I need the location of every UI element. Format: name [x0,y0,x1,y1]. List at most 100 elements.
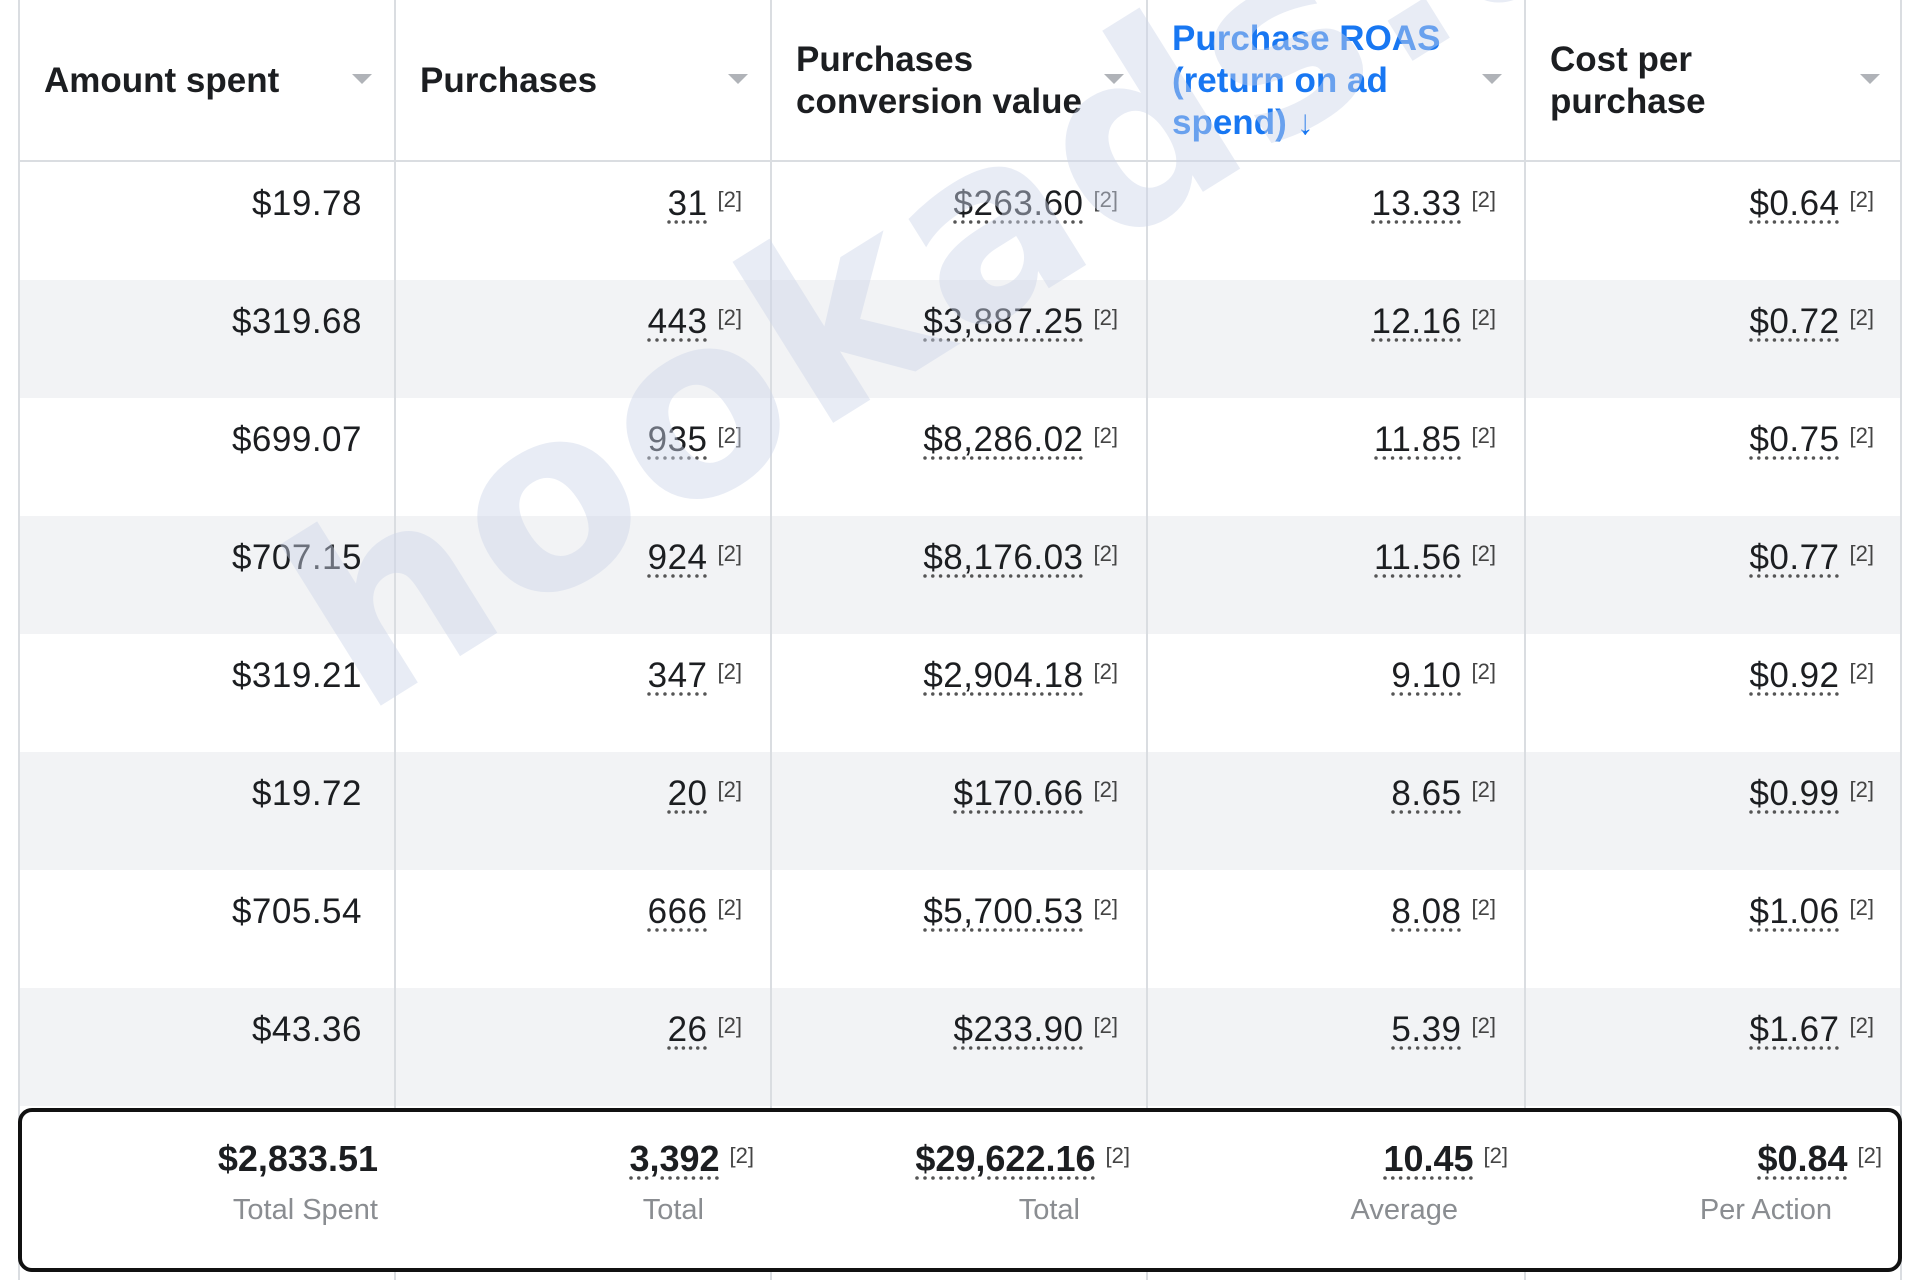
cell-value[interactable]: $233.90 [953,1010,1084,1049]
cell-purchases: 443 [2] [394,280,770,398]
cell-amount-spent: $19.78 [18,162,394,280]
cell-value[interactable]: $1.67 [1749,1010,1840,1049]
cell-value[interactable]: 31 [667,184,708,223]
column-header-cost-per-purchase[interactable]: Cost per purchase [1524,0,1902,162]
sort-caret-icon[interactable] [1104,74,1124,84]
cell-purchases: 666 [2] [394,870,770,988]
total-label: Total [642,1194,704,1226]
sort-caret-icon[interactable] [352,74,372,84]
footnote-marker: [2] [1849,305,1874,330]
footnote-marker: [2] [1471,895,1496,920]
header-divider [18,160,1902,162]
footnote-marker: [2] [1857,1143,1882,1168]
cell-value[interactable]: $0.92 [1749,656,1840,695]
sort-caret-icon[interactable] [728,74,748,84]
cell-value[interactable]: 5.39 [1391,1010,1462,1049]
column-divider [1524,0,1526,1280]
total-value[interactable]: $29,622.16 [915,1138,1096,1179]
cell-value[interactable]: 347 [647,656,708,695]
cell-value[interactable]: $8,286.02 [923,420,1084,459]
total-label: Average [1350,1194,1459,1226]
sort-caret-icon[interactable] [1860,74,1880,84]
footnote-marker: [2] [1093,777,1118,802]
cell-value[interactable]: $3,887.25 [923,302,1084,341]
table-row: $699.07 935 [2] $8,286.02 [2] 11.85 [2] $0.75 [2… [18,398,1902,516]
cell-value[interactable]: 935 [647,420,708,459]
cell-amount-spent: $319.68 [18,280,394,398]
cell-amount-spent: $707.15 [18,516,394,634]
cell-value[interactable]: $263.60 [953,184,1084,223]
total-label: Per Action [1699,1194,1832,1226]
cell-value[interactable]: 12.16 [1371,302,1462,341]
sort-caret-icon[interactable] [1482,74,1502,84]
cell-conversion-value: $5,700.53 [2] [770,870,1146,988]
total-value[interactable]: 3,392 [629,1138,720,1179]
total-value[interactable]: 10.45 [1383,1138,1474,1179]
column-divider [394,0,396,1280]
cell-value[interactable]: 8.65 [1391,774,1462,813]
table-row: $707.15 924 [2] $8,176.03 [2] 11.56 [2] $0.77 [2… [18,516,1902,634]
footnote-marker: [2] [717,1013,742,1038]
cell-value[interactable]: 924 [647,538,708,577]
cell-amount-spent: $19.72 [18,752,394,870]
cell-value[interactable]: $1.06 [1749,892,1840,931]
cell-value[interactable]: 8.08 [1391,892,1462,931]
footnote-marker: [2] [1471,1013,1496,1038]
cell-conversion-value: $170.66 [2] [770,752,1146,870]
cell-value[interactable]: 666 [647,892,708,931]
total-amount-spent: $2,833.51 Total Spent [22,1112,394,1268]
cell-value[interactable]: 26 [667,1010,708,1049]
column-header-purchases[interactable]: Purchases [394,0,770,162]
cell-purchase-roas: 8.08 [2] [1146,870,1524,988]
cell-cost-per-purchase: $0.99 [2] [1524,752,1902,870]
cell-value: $19.78 [251,184,362,223]
cell-value[interactable]: $5,700.53 [923,892,1084,931]
footnote-marker: [2] [1093,895,1118,920]
cell-value[interactable]: $0.75 [1749,420,1840,459]
cell-cost-per-purchase: $0.92 [2] [1524,634,1902,752]
total-value[interactable]: $0.84 [1757,1138,1848,1179]
footnote-marker: [2] [717,305,742,330]
cell-conversion-value: $8,176.03 [2] [770,516,1146,634]
cell-value[interactable]: $0.64 [1749,184,1840,223]
cell-value[interactable]: 11.56 [1374,538,1462,577]
cell-value: $319.68 [231,302,362,341]
footnote-marker: [2] [1093,187,1118,212]
cell-value[interactable]: $8,176.03 [923,538,1084,577]
table-row: $319.21 347 [2] $2,904.18 [2] 9.10 [2] $0.92 [2] [18,634,1902,752]
column-divider [18,0,20,1280]
cell-purchase-roas: 12.16 [2] [1146,280,1524,398]
cell-value[interactable]: 9.10 [1391,656,1462,695]
cell-value[interactable]: 443 [647,302,708,341]
footnote-marker: [2] [1093,659,1118,684]
totals-row: $2,833.51 Total Spent 3,392 [2] Total $29… [18,1108,1902,1272]
column-header-conversion-value[interactable]: Purchases conversion value [770,0,1146,162]
cell-value[interactable]: $170.66 [953,774,1084,813]
cell-conversion-value: $3,887.25 [2] [770,280,1146,398]
cell-conversion-value: $263.60 [2] [770,162,1146,280]
footnote-marker: [2] [1483,1143,1508,1168]
cell-amount-spent: $43.36 [18,988,394,1106]
total-value: $2,833.51 [217,1138,378,1179]
ads-metrics-table: Amount spent Purchases Purchases convers… [18,0,1902,1280]
table-row: $43.36 26 [2] $233.90 [2] 5.39 [2] $1.67 [2] [18,988,1902,1106]
cell-value[interactable]: $0.77 [1749,538,1840,577]
column-divider [1146,0,1148,1280]
cell-value[interactable]: $0.72 [1749,302,1840,341]
column-header-amount-spent[interactable]: Amount spent [18,0,394,162]
total-conversion-value: $29,622.16 [2] Total [770,1112,1146,1268]
cell-value[interactable]: 13.33 [1371,184,1462,223]
table-header: Amount spent Purchases Purchases convers… [18,0,1902,162]
column-header-label: Purchase ROAS (return on ad spend) ↓ [1172,19,1441,142]
cell-value[interactable]: $0.99 [1749,774,1840,813]
cell-value[interactable]: 20 [667,774,708,813]
cell-purchases: 31 [2] [394,162,770,280]
cell-conversion-value: $8,286.02 [2] [770,398,1146,516]
table-row: $705.54 666 [2] $5,700.53 [2] 8.08 [2] $1.06 [2] [18,870,1902,988]
cell-value[interactable]: 11.85 [1374,420,1462,459]
column-header-purchase-roas[interactable]: Purchase ROAS (return on ad spend) ↓ [1146,0,1524,162]
column-header-label: Purchases [420,61,598,100]
cell-purchases: 20 [2] [394,752,770,870]
cell-purchase-roas: 13.33 [2] [1146,162,1524,280]
cell-value[interactable]: $2,904.18 [923,656,1084,695]
